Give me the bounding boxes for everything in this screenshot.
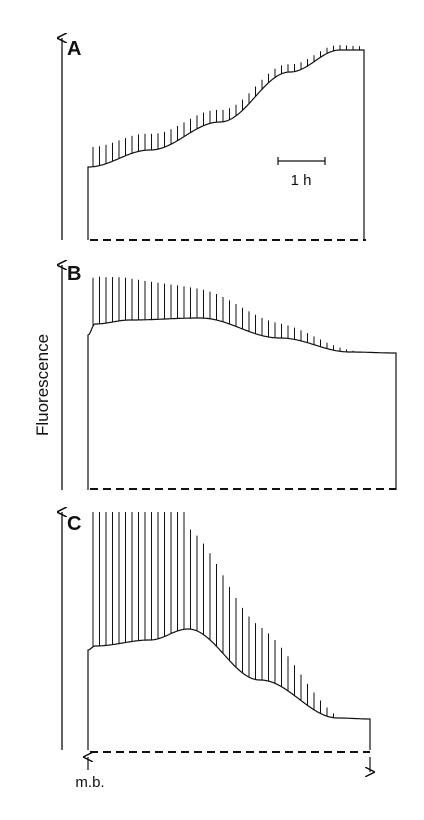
- marker-label: m.b.: [75, 774, 104, 791]
- trace: [87, 317, 397, 490]
- baselines: [90, 239, 396, 753]
- scale-bar-label: 1 h: [291, 172, 312, 189]
- y-axis-label: Fluorescence: [33, 334, 52, 436]
- panel-label: B: [67, 263, 81, 285]
- trace: [87, 49, 365, 240]
- scale-bar: [277, 157, 326, 165]
- traces: [87, 45, 397, 750]
- panel-label: C: [67, 513, 81, 535]
- panel-label: A: [67, 38, 81, 60]
